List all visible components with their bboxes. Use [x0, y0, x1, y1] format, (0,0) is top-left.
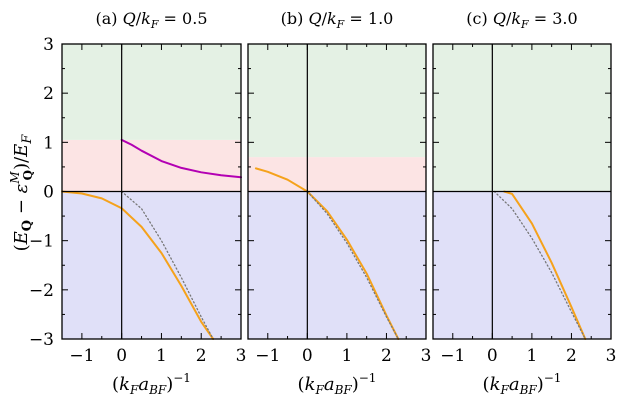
energy-bands [433, 44, 611, 339]
y-tick-label: −2 [29, 281, 54, 301]
zero-lines [248, 44, 426, 339]
band-0 [248, 191, 426, 339]
dotted-curve-1 [121, 190, 214, 340]
x-axis-label-a: (kFaBF)−1 [112, 371, 191, 397]
x-tick-label: 3 [421, 346, 432, 366]
x-axis-label-b: (kFaBF)−1 [298, 371, 377, 397]
ticks [247, 43, 427, 340]
curves [61, 138, 242, 340]
y-axis-label: (EQ − εMQ)/EF [8, 134, 35, 252]
x-tick-label: 0 [302, 346, 313, 366]
curve-2 [120, 138, 242, 179]
tick-labels: −1 0 1 2 3 [440, 346, 616, 366]
y-tick-label: 3 [43, 35, 54, 55]
panel-a: −1 0 1 2 3 −3 −2 −1 0 1 2 3 (a) Q/kF = 0.5 (kFaBF)−… [29, 9, 246, 397]
x-tick-label: 2 [566, 346, 577, 366]
x-tick-label: −1 [69, 346, 94, 366]
x-tick-label: 0 [116, 346, 127, 366]
ticks [61, 43, 242, 340]
energy-bands [62, 44, 241, 339]
y-tick-label: −3 [29, 330, 54, 350]
x-axis-label-c: (kFaBF)−1 [483, 371, 562, 397]
x-tick-label: 0 [487, 346, 498, 366]
curves [254, 167, 400, 340]
band-2 [248, 44, 426, 158]
x-tick-label: 1 [526, 346, 537, 366]
panel-title-c: (c) Q/kF = 3.0 [466, 9, 577, 31]
dotted-curve-1 [306, 190, 399, 340]
y-tick-label: 2 [43, 84, 54, 104]
panel-c: −1 0 1 2 3 (c) Q/kF = 3.0 (kFaBF)−1 [432, 9, 616, 397]
band-0 [433, 191, 611, 339]
tick-labels: −1 0 1 2 3 [255, 346, 431, 366]
x-tick-label: 3 [606, 346, 617, 366]
y-tick-label: 1 [43, 133, 54, 153]
band-2 [62, 44, 241, 140]
zero-lines [62, 44, 241, 339]
band-1 [248, 157, 426, 192]
dotted-curve-1 [493, 190, 586, 340]
panel-b: −1 0 1 2 3 (b) Q/kF = 1.0 (kFaBF)−1 [247, 9, 431, 397]
x-tick-label: 2 [196, 346, 207, 366]
curve-0 [503, 190, 587, 340]
x-tick-label: −1 [440, 346, 465, 366]
curve-0 [254, 167, 400, 340]
curves [493, 190, 587, 340]
band-0 [62, 191, 241, 339]
x-tick-label: 3 [236, 346, 247, 366]
panel-title-b: (b) Q/kF = 1.0 [281, 9, 394, 31]
band-1 [433, 44, 611, 192]
y-tick-label: 0 [43, 183, 54, 203]
x-tick-label: 2 [381, 346, 392, 366]
ticks [432, 43, 612, 340]
panel-title-a: (a) Q/kF = 0.5 [96, 9, 208, 31]
band-1 [62, 139, 241, 192]
curve-0 [61, 190, 215, 340]
x-tick-label: 1 [156, 346, 167, 366]
y-tick-label: −1 [29, 232, 54, 252]
x-tick-label: 1 [341, 346, 352, 366]
zero-lines [433, 44, 611, 339]
tick-labels: −1 0 1 2 3 −3 −2 −1 0 1 2 3 [29, 35, 246, 366]
x-tick-label: −1 [255, 346, 280, 366]
energy-bands [248, 44, 426, 339]
